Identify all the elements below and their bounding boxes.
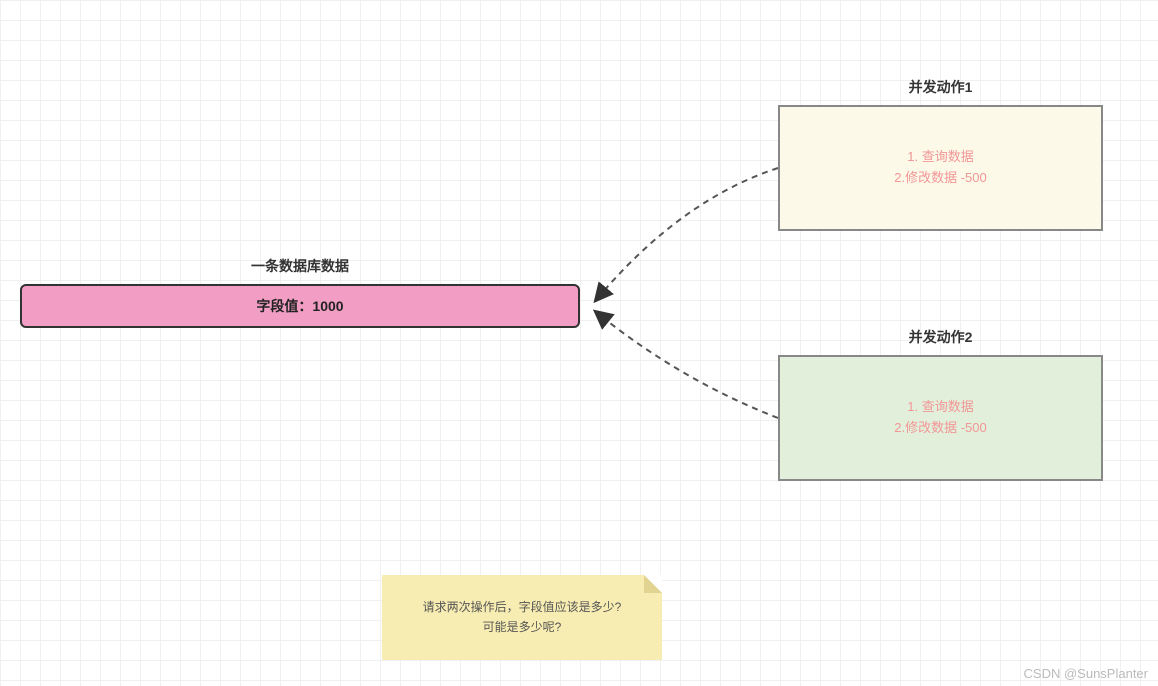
- action1-line2: 2.修改数据 -500: [894, 168, 986, 189]
- note-fold-icon: [644, 575, 662, 593]
- edge-action1-to-db: [596, 168, 778, 300]
- watermark-text: CSDN @SunsPlanter: [1024, 666, 1148, 681]
- note-line2: 可能是多少呢?: [483, 618, 562, 637]
- note-line1: 请求两次操作后，字段值应该是多少?: [423, 598, 622, 617]
- edge-action2-to-db: [596, 312, 778, 418]
- db-record-content: 字段值：1000: [256, 296, 343, 316]
- db-record-node: 一条数据库数据 字段值：1000: [20, 284, 580, 328]
- action2-label: 并发动作2: [909, 327, 973, 347]
- action1-label: 并发动作1: [909, 77, 973, 97]
- action2-line2: 2.修改数据 -500: [894, 418, 986, 439]
- db-record-label: 一条数据库数据: [251, 256, 349, 276]
- action1-line1: 1. 查询数据: [907, 147, 973, 168]
- note-node: 请求两次操作后，字段值应该是多少? 可能是多少呢?: [382, 575, 662, 660]
- action2-line1: 1. 查询数据: [907, 397, 973, 418]
- action1-node: 并发动作1 1. 查询数据 2.修改数据 -500: [778, 105, 1103, 231]
- action2-node: 并发动作2 1. 查询数据 2.修改数据 -500: [778, 355, 1103, 481]
